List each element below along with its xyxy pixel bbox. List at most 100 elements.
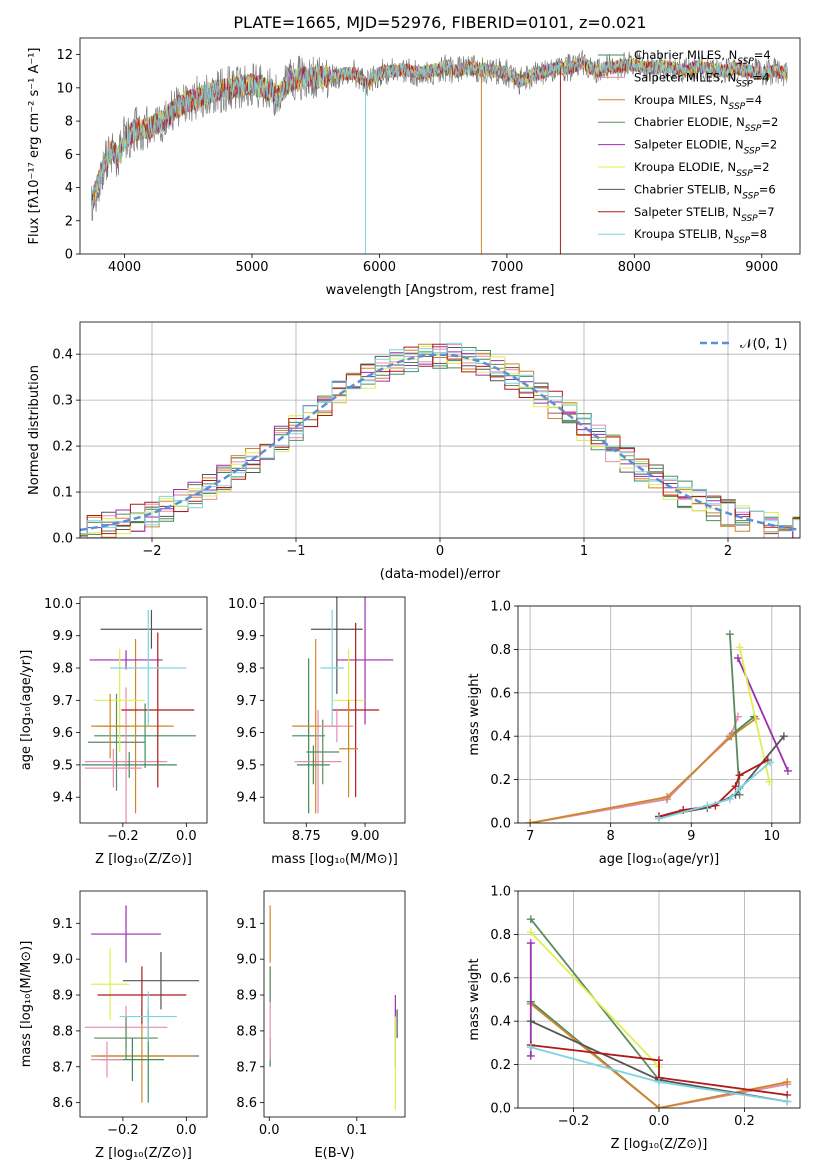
x-tick-label: 0.0 xyxy=(259,1123,280,1138)
legend-sub: SSP xyxy=(736,79,753,89)
x-tick-label: −0.2 xyxy=(107,1123,139,1138)
y-axis-label: mass [log₁₀(M/M⊙)] xyxy=(19,941,34,1068)
legend-label: Salpeter MILES, NSSP=4 xyxy=(634,70,770,89)
weight-marker xyxy=(727,732,736,741)
errorbar-point xyxy=(84,748,142,788)
x-tick-label: 7 xyxy=(526,829,534,844)
y-tick-label: 0.8 xyxy=(490,643,511,658)
axes-frame xyxy=(79,596,208,824)
x-tick-label: −0.2 xyxy=(558,1114,590,1129)
legend-count: =2 xyxy=(761,115,778,129)
y-tick-label: 0.4 xyxy=(490,730,511,745)
weight-line xyxy=(658,735,785,818)
legend-name: Kroupa ELODIE, N xyxy=(634,160,736,174)
y-tick-label: 9.1 xyxy=(52,917,73,932)
y-tick-label: 8.9 xyxy=(236,989,257,1004)
y-tick-label: 9.7 xyxy=(52,694,73,709)
y-tick-label: 9.7 xyxy=(236,694,257,709)
errorbar-point xyxy=(332,622,380,798)
x-tick-label: 0 xyxy=(436,544,444,559)
weight-line xyxy=(530,1003,788,1108)
y-tick-label: 9.9 xyxy=(236,629,257,644)
errorbar-point xyxy=(320,710,354,743)
y-tick-label: 2 xyxy=(65,214,73,229)
weight-marker xyxy=(779,732,788,741)
x-tick-label: 1 xyxy=(580,544,588,559)
weight-marker xyxy=(703,801,712,810)
weight-marker xyxy=(526,939,535,948)
y-tick-label: 0.2 xyxy=(490,773,511,788)
y-tick-label: 0.0 xyxy=(490,1102,511,1117)
figure-title: PLATE=1665, MJD=52976, FIBERID=0101, z=0… xyxy=(233,13,646,32)
x-tick-label: 0.1 xyxy=(346,1123,367,1138)
axes-frame xyxy=(263,596,406,824)
legend-label: 𝒩(0, 1) xyxy=(740,337,787,352)
weight-marker xyxy=(733,654,742,663)
y-tick-label: 8.6 xyxy=(236,1096,257,1111)
errorbar-point xyxy=(94,1016,158,1060)
x-tick-label: −2 xyxy=(142,544,161,559)
axes-frame xyxy=(79,37,801,255)
legend-name: Salpeter ELODIE, N xyxy=(634,138,744,152)
axes: 4000 5000 6000 7000 8000 9000 0 2 4 6 8 10 12 wavelen… xyxy=(27,37,801,298)
plot-area xyxy=(292,597,394,814)
errorbar-point xyxy=(336,597,394,725)
weight-marker xyxy=(783,766,792,775)
errorbar-point xyxy=(91,1041,123,1078)
weight-marker xyxy=(526,1051,535,1060)
legend-label: Kroupa STELIB, NSSP=8 xyxy=(634,227,767,246)
errorbar-point xyxy=(121,632,195,788)
legend: 𝒩(0, 1) xyxy=(700,337,787,352)
x-tick-label: 9 xyxy=(687,829,695,844)
axes-frame xyxy=(79,890,208,1118)
spectrum-panel: 4000 5000 6000 7000 8000 9000 0 2 4 6 8 10 12 wavelen… xyxy=(27,37,801,298)
weight-marker xyxy=(655,1077,663,1086)
x-tick-label: 8 xyxy=(607,829,615,844)
x-tick-label: 10 xyxy=(764,829,781,844)
weight-marker xyxy=(663,792,672,801)
weight-marker xyxy=(655,1104,663,1108)
x-tick-label: 0.0 xyxy=(649,1114,670,1129)
errorbar-point xyxy=(296,745,330,785)
y-axis-label: mass weight xyxy=(467,673,482,755)
residuals-panel: −2 −1 0 1 2 0.0 0.1 0.2 0.3 0.4 (data-model)/error… xyxy=(27,321,801,582)
errorbar-point xyxy=(91,948,130,1021)
legend-sub: SSP xyxy=(742,191,759,201)
x-tick-label: 9000 xyxy=(745,260,778,275)
legend-count: =4 xyxy=(753,70,770,84)
weight-marker xyxy=(655,1056,663,1065)
weight-marker xyxy=(526,1017,535,1026)
axes: 7 8 9 10 0.0 0.2 0.4 0.6 0.8 1.0 age [log₁₀(age/yr… xyxy=(467,600,801,867)
y-tick-label: 8 xyxy=(65,115,73,130)
histogram-series xyxy=(80,345,800,535)
y-tick-label: 0.6 xyxy=(490,686,511,701)
x-tick-label: 0.2 xyxy=(734,1114,755,1129)
weight-marker xyxy=(526,1043,535,1052)
axes: 8.75 9.00 9.4 9.5 9.6 9.7 9.8 9.9 10.0 mass [log₁… xyxy=(228,596,406,867)
y-tick-label: 8.6 xyxy=(52,1096,73,1111)
weight-marker xyxy=(765,777,774,786)
x-axis-label: (data-model)/error xyxy=(380,567,501,582)
y-tick-label: 9.5 xyxy=(236,758,257,773)
y-tick-label: 1.0 xyxy=(490,600,511,615)
weight-marker xyxy=(526,915,535,924)
y-tick-label: 0 xyxy=(65,248,73,263)
plot-area xyxy=(526,915,792,1108)
legend-name: Kroupa MILES, N xyxy=(634,93,729,107)
y-tick-label: 10 xyxy=(56,81,73,96)
y-tick-label: 9.0 xyxy=(52,953,73,968)
y-tick-label: 9.6 xyxy=(52,726,73,741)
axes-frame xyxy=(517,890,801,1109)
errorbar-point xyxy=(89,650,163,670)
errorbar-point xyxy=(110,609,187,727)
x-tick-label: −1 xyxy=(286,544,305,559)
x-axis-label: Z [log₁₀(Z/Z⊙)] xyxy=(95,1146,192,1161)
legend-name: Salpeter MILES, N xyxy=(634,70,736,84)
legend-name: Chabrier STELIB, N xyxy=(634,182,742,196)
x-tick-label: 8000 xyxy=(618,260,651,275)
weight-line xyxy=(529,715,755,823)
y-axis-label: Flux [fλ10⁻¹⁷ erg cm⁻² s⁻¹ A⁻¹] xyxy=(27,48,42,245)
weight-marker xyxy=(735,643,744,652)
legend-label: Chabrier ELODIE, NSSP=2 xyxy=(634,115,778,134)
